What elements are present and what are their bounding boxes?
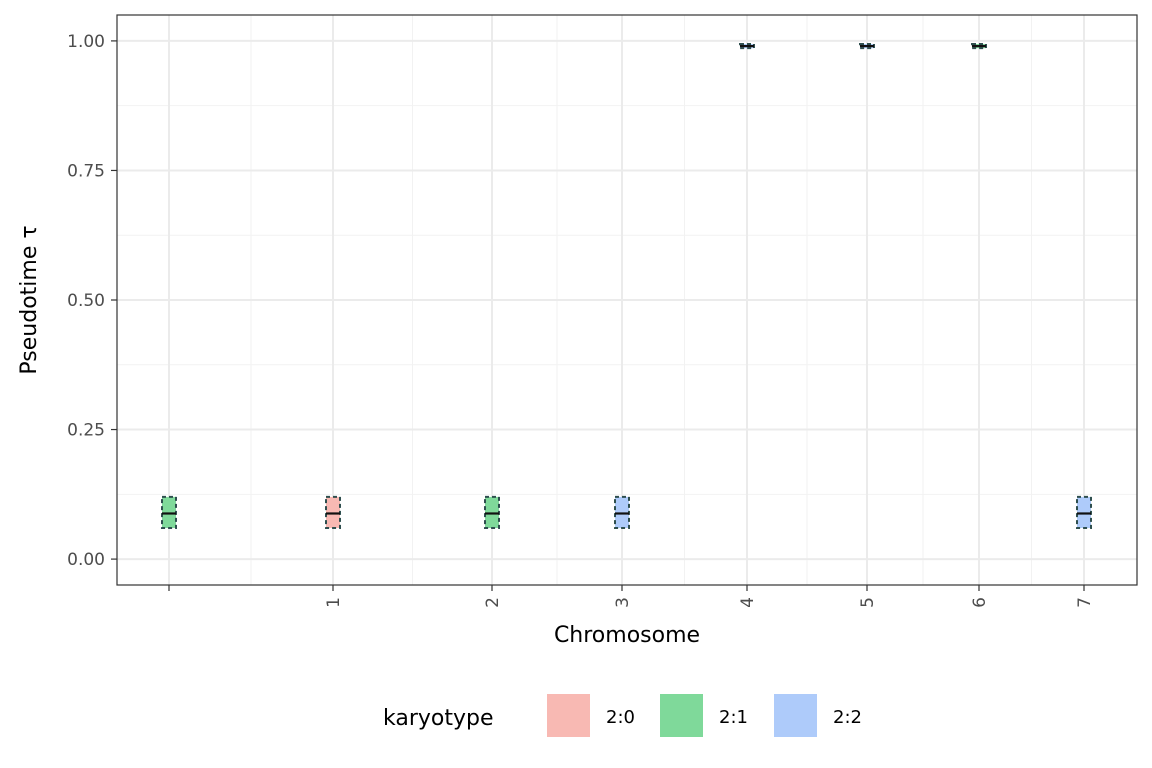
legend-item: 2:2 bbox=[774, 694, 862, 737]
box bbox=[1076, 495, 1092, 529]
y-tick-label: 0.25 bbox=[67, 421, 105, 441]
box bbox=[484, 495, 500, 529]
box bbox=[739, 43, 755, 50]
legend-label: 2:2 bbox=[833, 707, 862, 728]
x-tick-label: 1 bbox=[324, 597, 344, 608]
boxes bbox=[161, 43, 1092, 529]
legend-item: 2:0 bbox=[547, 694, 635, 737]
x-tick-label: 4 bbox=[738, 597, 758, 608]
x-tick-label: 2 bbox=[483, 597, 503, 608]
axes: 0.00 0.25 0.50 0.75 1.00 1 2 3 4 5 6 7 bbox=[67, 32, 1095, 608]
box bbox=[161, 495, 177, 529]
y-tick-label: 1.00 bbox=[67, 32, 105, 52]
box bbox=[614, 495, 630, 529]
box bbox=[971, 43, 987, 50]
grid-lines bbox=[117, 15, 1137, 585]
legend-key bbox=[547, 694, 590, 737]
x-tick-label: 5 bbox=[858, 597, 878, 608]
x-axis-title: Chromosome bbox=[554, 623, 700, 648]
legend-title: karyotype bbox=[383, 706, 494, 731]
y-axis-title: Pseudotime τ bbox=[17, 225, 42, 374]
legend-key bbox=[660, 694, 703, 737]
legend: karyotype 2:0 2:1 2:2 bbox=[383, 694, 862, 737]
y-tick-label: 0.50 bbox=[67, 291, 105, 311]
y-tick-label: 0.00 bbox=[67, 550, 105, 570]
legend-item: 2:1 bbox=[660, 694, 748, 737]
legend-label: 2:1 bbox=[719, 707, 748, 728]
x-tick-label: 3 bbox=[613, 597, 633, 608]
y-tick-label: 0.75 bbox=[67, 161, 105, 181]
box bbox=[859, 43, 875, 50]
legend-key bbox=[774, 694, 817, 737]
x-tick-label: 7 bbox=[1075, 597, 1095, 608]
box bbox=[325, 495, 341, 529]
x-tick-label: 6 bbox=[970, 597, 990, 608]
legend-label: 2:0 bbox=[606, 707, 635, 728]
